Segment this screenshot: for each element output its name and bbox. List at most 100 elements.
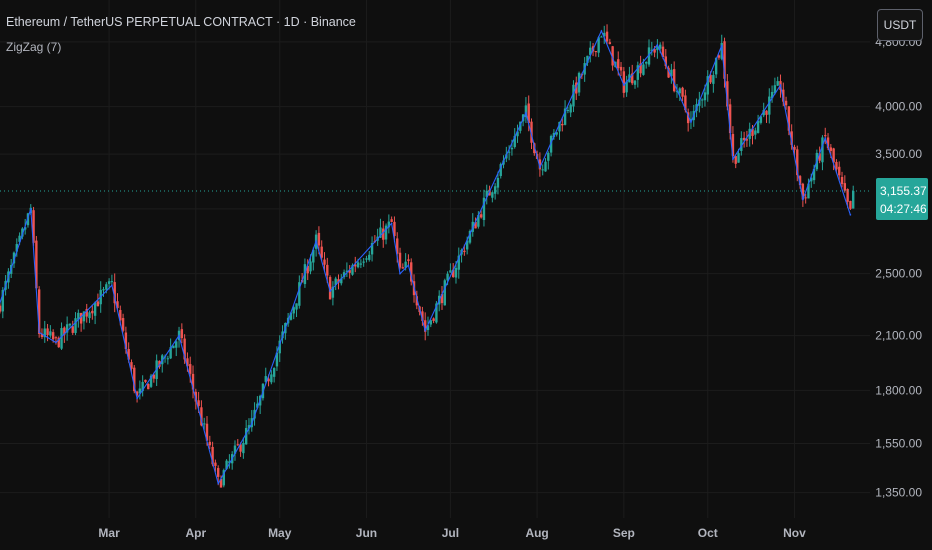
candle-body <box>443 280 446 306</box>
candle-body <box>233 445 237 454</box>
candle-body <box>331 286 335 298</box>
candle-body <box>745 139 749 141</box>
candle-body <box>796 149 799 176</box>
candle-body <box>731 133 735 157</box>
price-tick-label: 1,550.00 <box>875 437 922 451</box>
candle-body <box>667 67 670 78</box>
candle-body <box>639 63 642 74</box>
candle-body <box>323 259 326 265</box>
candle-body <box>0 305 2 312</box>
candle-body <box>15 244 18 252</box>
candle-body <box>686 112 690 124</box>
zigzag-pivot <box>329 290 331 292</box>
candle-body <box>342 272 346 278</box>
candle-body <box>382 228 385 240</box>
candle-body <box>605 31 609 42</box>
candle-body <box>600 36 603 38</box>
candle-body <box>127 349 130 360</box>
candle-body <box>228 461 231 464</box>
zigzag-pivot <box>424 329 427 332</box>
candle-body <box>326 264 329 276</box>
zigzag-pivot <box>315 240 317 242</box>
zigzag-pivot <box>390 222 393 225</box>
candle-body <box>194 391 198 402</box>
candle-body <box>410 262 413 282</box>
candle-body <box>524 105 528 117</box>
candle-body <box>306 265 309 274</box>
candle-body <box>390 219 393 222</box>
candle-body <box>432 318 435 321</box>
candle-body <box>714 57 718 75</box>
candle-body <box>135 391 139 396</box>
candle-body <box>619 66 623 71</box>
candle-body <box>43 328 46 338</box>
candle-body <box>23 227 27 230</box>
candle-body <box>670 69 673 77</box>
currency-button[interactable]: USDT <box>877 9 923 41</box>
candle-body <box>726 81 729 107</box>
candle-body <box>818 153 821 161</box>
candle-body <box>790 131 793 145</box>
price-tick-label: 3,500.00 <box>875 147 922 161</box>
candle-body <box>463 250 466 253</box>
candle-body <box>457 255 460 270</box>
candle-body <box>563 108 567 125</box>
symbol-title[interactable]: Ethereum / TetherUS PERPETUAL CONTRACT ·… <box>6 15 356 29</box>
candle-body <box>812 168 816 181</box>
candle-body <box>415 296 419 306</box>
candle-body <box>636 65 640 80</box>
current-price-tag: 3,155.37 04:27:46 <box>876 177 928 220</box>
candle-body <box>496 177 500 188</box>
candle-body <box>465 240 469 250</box>
candle-body <box>552 132 556 138</box>
candle-body <box>272 368 276 377</box>
candle-body <box>298 282 301 306</box>
candle-body <box>784 100 788 106</box>
zigzag-pivot <box>55 341 57 344</box>
candle-body <box>544 161 547 172</box>
candle-body <box>793 146 796 150</box>
zigzag-pivot <box>407 264 410 267</box>
indicator-legend[interactable]: ZigZag (7) <box>6 40 62 54</box>
zigzag-indicator-layer <box>0 29 852 486</box>
candle-body <box>186 358 189 367</box>
candle-body <box>672 69 676 92</box>
candle-body <box>40 333 44 337</box>
candle-body <box>267 378 270 382</box>
candle-body <box>116 301 119 309</box>
candle-body <box>810 177 813 182</box>
candle-body <box>821 137 824 163</box>
candle-body <box>485 190 488 197</box>
candle-body <box>468 231 472 243</box>
candle-body <box>622 71 626 93</box>
candle-body <box>77 312 80 320</box>
candle-body <box>68 323 72 326</box>
candle-body <box>110 281 114 283</box>
candle-body <box>96 301 100 307</box>
candle-body <box>538 159 542 170</box>
candle-body <box>46 328 49 335</box>
candle-body <box>348 270 351 273</box>
candle-body <box>365 258 368 260</box>
candle-body <box>603 32 606 37</box>
current-price-tag-bg <box>876 177 928 220</box>
candle-body <box>130 362 133 369</box>
candle-body <box>49 331 52 336</box>
zigzag-pivot <box>600 30 603 32</box>
candle-body <box>51 332 55 340</box>
zigzag-pivot <box>849 214 852 216</box>
candle-body <box>832 148 835 163</box>
candle-body <box>79 312 83 324</box>
candle-body <box>499 164 502 177</box>
price-axis: 1,350.00 1,550.00 1,800.00 2,100.00 2,500.00… <box>870 0 932 550</box>
candle-body <box>572 84 575 107</box>
candle-body <box>824 135 827 137</box>
time-tick-label: Apr <box>185 526 206 540</box>
zigzag-pivot <box>732 158 734 161</box>
zigzag-pivot <box>539 166 541 169</box>
candle-body <box>340 278 343 284</box>
candle-body <box>141 381 144 392</box>
candle-body <box>689 119 693 122</box>
time-tick-label: Aug <box>525 526 548 540</box>
